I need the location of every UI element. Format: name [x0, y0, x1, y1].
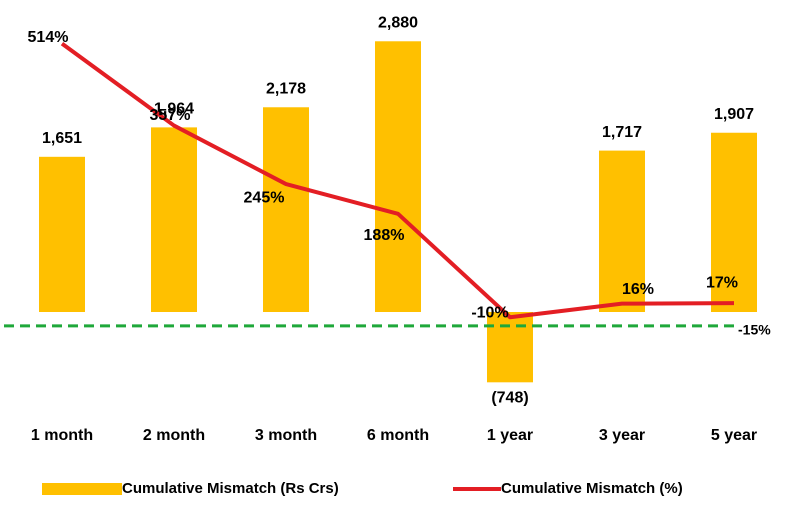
line-value-label: 17%	[706, 274, 738, 291]
bar	[487, 312, 533, 383]
legend-label: Cumulative Mismatch (%)	[501, 480, 683, 497]
legend-label: Cumulative Mismatch (Rs Crs)	[122, 480, 339, 497]
line-value-label: 188%	[364, 227, 405, 244]
bar	[375, 41, 421, 312]
bar-value-label: 1,651	[42, 130, 82, 147]
bar-value-label: 1,964	[154, 101, 194, 118]
line-value-label: 514%	[28, 29, 69, 46]
x-tick-label: 1 year	[487, 427, 533, 444]
x-tick-label: 5 year	[711, 427, 757, 444]
x-tick-label: 6 month	[367, 427, 429, 444]
x-tick-label: 2 month	[143, 427, 205, 444]
bar-value-label: 2,178	[266, 80, 306, 97]
line-value-label: 16%	[622, 281, 654, 298]
x-tick-label: 3 year	[599, 427, 645, 444]
reference-line-label: -15%	[738, 322, 771, 338]
line-value-label: 245%	[244, 189, 285, 206]
bar	[263, 107, 309, 312]
x-tick-label: 1 month	[31, 427, 93, 444]
bar-value-label: 2,880	[378, 14, 418, 31]
bar	[711, 132, 757, 312]
bar-value-label: 1,717	[602, 124, 642, 141]
bar	[151, 127, 197, 312]
bar	[599, 150, 645, 312]
line-value-label: -10%	[471, 304, 508, 321]
line-value-label: 357%	[150, 107, 191, 124]
bar-value-label: 1,907	[714, 106, 754, 123]
legend-swatch	[42, 483, 122, 495]
line	[60, 41, 735, 320]
bar	[39, 156, 85, 312]
bar-value-label: (748)	[491, 390, 528, 407]
x-tick-label: 3 month	[255, 427, 317, 444]
